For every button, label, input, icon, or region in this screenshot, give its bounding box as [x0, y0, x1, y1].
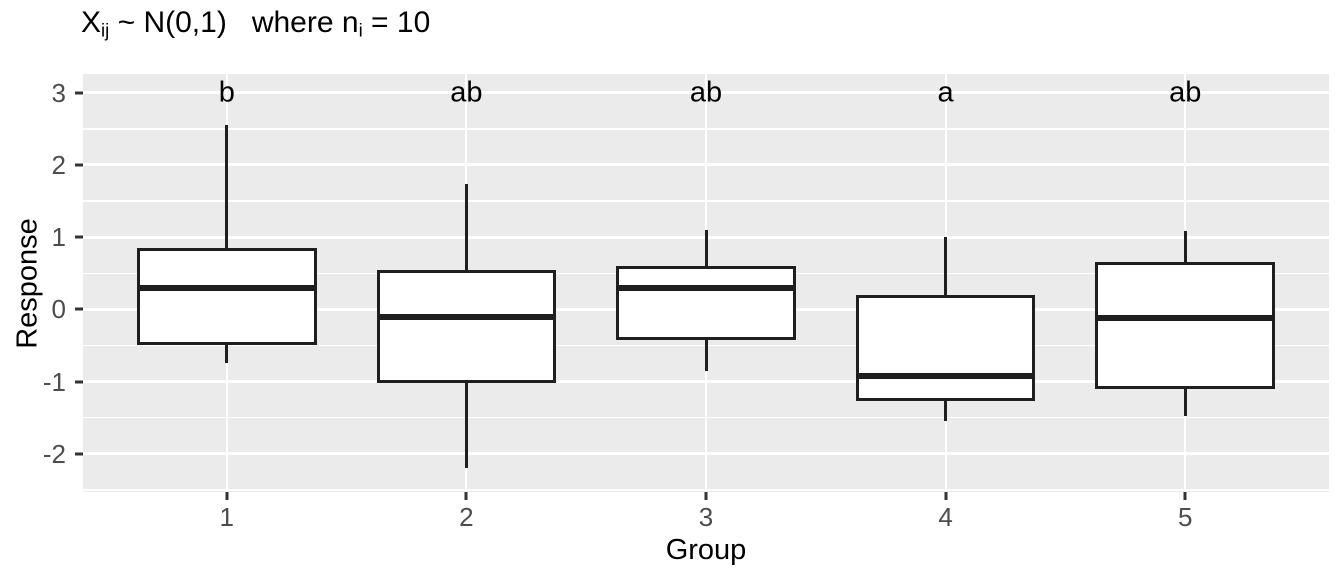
- y-axis-tick: [75, 307, 83, 311]
- x-axis-tick: [704, 492, 708, 500]
- median-line: [1095, 315, 1276, 321]
- median-line: [376, 313, 557, 320]
- y-axis-title: Response: [11, 218, 44, 349]
- x-axis-tick: [1183, 492, 1187, 500]
- plot-title: Xij ~ N(0,1) where ni = 10: [81, 6, 430, 41]
- y-axis-tick: [75, 163, 83, 167]
- y-axis-tick: [75, 380, 83, 384]
- boxplot-box-group-2: [376, 269, 557, 383]
- x-axis-title: Group: [665, 534, 747, 566]
- boxplot-box-group-3: [616, 266, 796, 341]
- y-axis-tick: [75, 452, 83, 456]
- upper-whisker: [704, 229, 708, 267]
- upper-whisker: [225, 125, 229, 248]
- title-text: X: [81, 6, 102, 39]
- y-axis-tick-label: 2: [51, 149, 66, 180]
- y-axis-tick: [75, 235, 83, 239]
- title-subscript: ij: [101, 19, 110, 41]
- boxplot-box-group-5: [1095, 261, 1276, 389]
- boxplot-box-group-4: [855, 294, 1036, 402]
- y-axis-tick-label: 0: [51, 294, 66, 325]
- title-text: = 10: [362, 6, 431, 39]
- significance-letter: ab: [689, 76, 723, 109]
- significance-letter: a: [937, 76, 954, 109]
- x-axis-tick: [464, 492, 468, 500]
- upper-whisker: [464, 184, 468, 270]
- y-axis-tick-label: 1: [51, 222, 66, 253]
- title-subscript: i: [358, 19, 363, 41]
- x-axis-tick: [944, 492, 948, 500]
- lower-whisker: [225, 345, 229, 364]
- boxplot-box-group-1: [136, 247, 317, 346]
- upper-whisker: [1183, 231, 1187, 262]
- y-axis-tick-label: -2: [42, 438, 66, 469]
- plot-panel: b ab ab a ab: [83, 74, 1329, 492]
- x-axis-tick-label: 3: [698, 502, 714, 532]
- significance-letter: b: [218, 76, 235, 109]
- upper-whisker: [944, 237, 948, 295]
- title-text: ~ N(0,1) where n: [109, 6, 359, 39]
- lower-whisker: [464, 382, 468, 469]
- median-line: [136, 284, 317, 291]
- significance-letter: ab: [450, 76, 483, 109]
- y-axis-tick-label: 3: [51, 77, 66, 108]
- y-axis-tick: [75, 91, 83, 95]
- x-axis-tick-label: 1: [219, 502, 234, 532]
- x-axis-tick-label: 4: [938, 502, 953, 532]
- x-axis-tick-label: 5: [1177, 502, 1193, 532]
- x-axis-tick-label: 2: [459, 502, 474, 532]
- x-axis-tick: [225, 492, 229, 500]
- significance-letter: ab: [1169, 76, 1202, 109]
- lower-whisker: [1183, 388, 1187, 417]
- lower-whisker: [944, 401, 948, 422]
- y-axis-tick-label: -1: [42, 366, 66, 397]
- lower-whisker: [704, 340, 708, 371]
- median-line: [616, 284, 796, 291]
- median-line: [855, 373, 1036, 380]
